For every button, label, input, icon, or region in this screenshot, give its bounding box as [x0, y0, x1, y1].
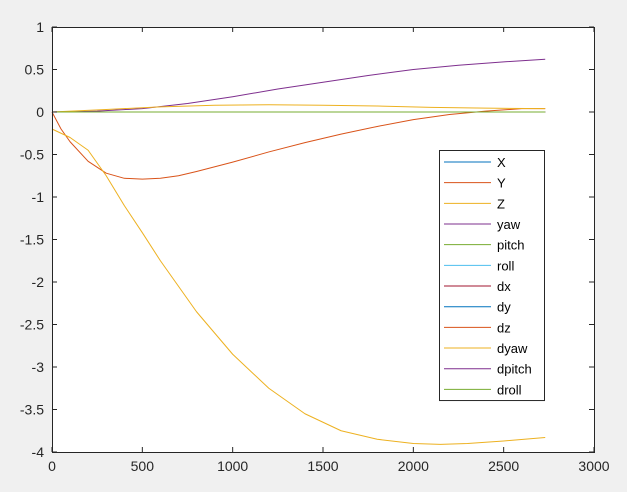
- y-tick-label: -0.5: [20, 147, 44, 163]
- y-tick-label: -1: [32, 189, 45, 205]
- y-tick-label: -1.5: [20, 232, 44, 248]
- x-tick-label: 3000: [578, 458, 609, 474]
- y-tick-label: -2.5: [20, 317, 44, 333]
- legend-box: [439, 150, 545, 402]
- x-tick-label: 2000: [398, 458, 429, 474]
- legend-label: dpitch: [497, 362, 532, 377]
- y-axis: 1 0.5 0 -0.5 -1 -1.5 -2 -2.5 -3 -3.5 -4: [20, 19, 594, 460]
- x-tick-label: 1500: [307, 458, 338, 474]
- x-tick-label: 0: [48, 458, 56, 474]
- legend-label: Y: [497, 176, 506, 191]
- legend-label: X: [497, 155, 506, 170]
- legend-label: dx: [497, 279, 511, 294]
- legend-label: pitch: [497, 238, 524, 253]
- x-axis: 0 500 1000 1500 2000 2500 3000: [48, 27, 610, 474]
- y-tick-label: -4: [32, 444, 45, 460]
- series-line-Z: [51, 128, 546, 445]
- series-line-Y: [51, 108, 546, 180]
- y-tick-label: 0.5: [25, 62, 45, 78]
- y-tick-label: -3: [32, 359, 45, 375]
- x-tick-label: 500: [131, 458, 155, 474]
- legend-label: dyaw: [497, 341, 528, 356]
- y-tick-label: 0: [36, 104, 44, 120]
- legend-label: roll: [497, 258, 514, 273]
- legend-label: droll: [497, 382, 522, 397]
- y-tick-label: 1: [36, 19, 44, 35]
- series-layer: [51, 58, 546, 445]
- legend-label: dy: [497, 300, 511, 315]
- x-tick-label: 1000: [217, 458, 248, 474]
- legend-label: Z: [497, 196, 505, 211]
- series-line-dyaw: [51, 104, 546, 113]
- legend-label: yaw: [497, 217, 521, 232]
- y-tick-label: -2: [32, 274, 45, 290]
- y-tick-label: -3.5: [20, 402, 44, 418]
- series-line-yaw: [51, 58, 546, 113]
- legend-label: dz: [497, 320, 511, 335]
- x-tick-label: 2500: [488, 458, 519, 474]
